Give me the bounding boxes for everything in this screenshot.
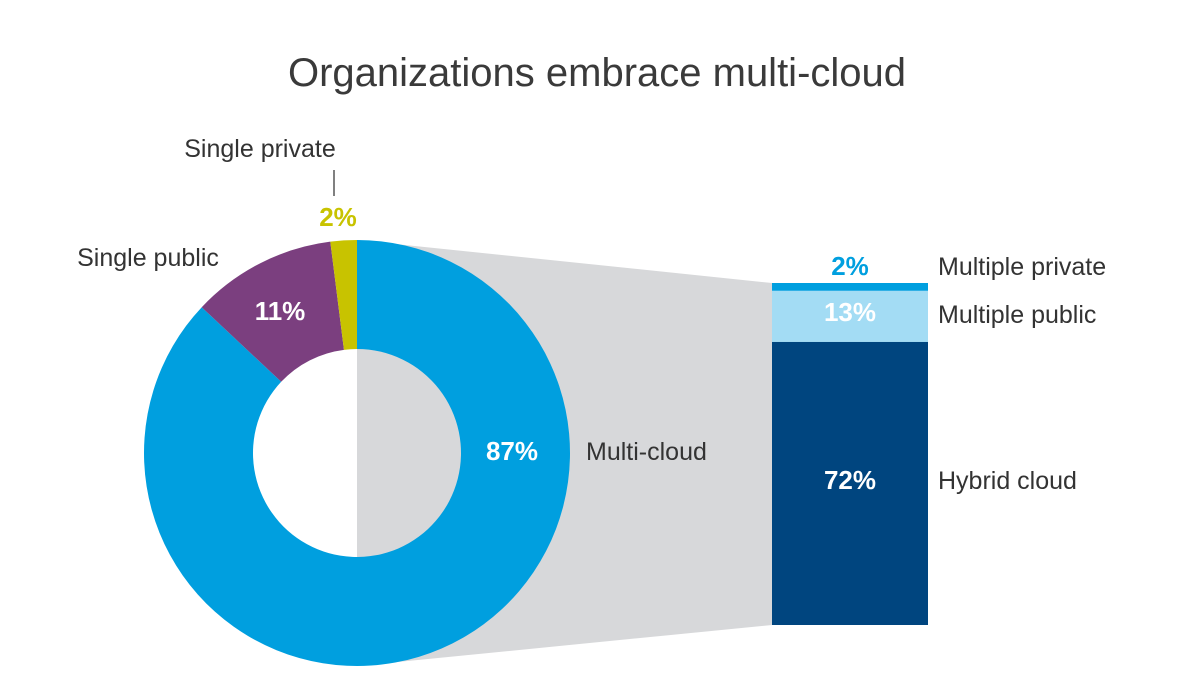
bar-segment-multiple-public	[772, 290, 928, 342]
chart-title: Organizations embrace multi-cloud	[288, 51, 906, 95]
value-multiple-private: 2%	[831, 251, 869, 281]
label-multi-cloud: Multi-cloud	[586, 438, 707, 466]
bar-segment-hybrid-cloud	[772, 341, 928, 625]
label-multiple-private: Multiple private	[938, 253, 1106, 281]
value-multi-cloud: 87%	[486, 436, 538, 466]
value-hybrid-cloud: 72%	[824, 465, 876, 495]
donut-slice-single-public	[201, 241, 344, 382]
label-single-public: Single public	[77, 244, 219, 272]
label-hybrid-cloud: Hybrid cloud	[938, 467, 1077, 495]
value-multiple-public: 13%	[824, 297, 876, 327]
donut-chart	[144, 240, 571, 666]
bar-segment-multiple-private	[772, 283, 928, 291]
donut-slice-single-private	[330, 240, 357, 350]
value-single-private: 2%	[319, 202, 357, 232]
stacked-bar	[772, 283, 928, 625]
value-single-public: 11%	[255, 296, 306, 326]
donut-slice-multi-cloud	[144, 240, 571, 666]
label-single-private: Single private	[184, 135, 335, 163]
label-multiple-public: Multiple public	[938, 301, 1096, 329]
